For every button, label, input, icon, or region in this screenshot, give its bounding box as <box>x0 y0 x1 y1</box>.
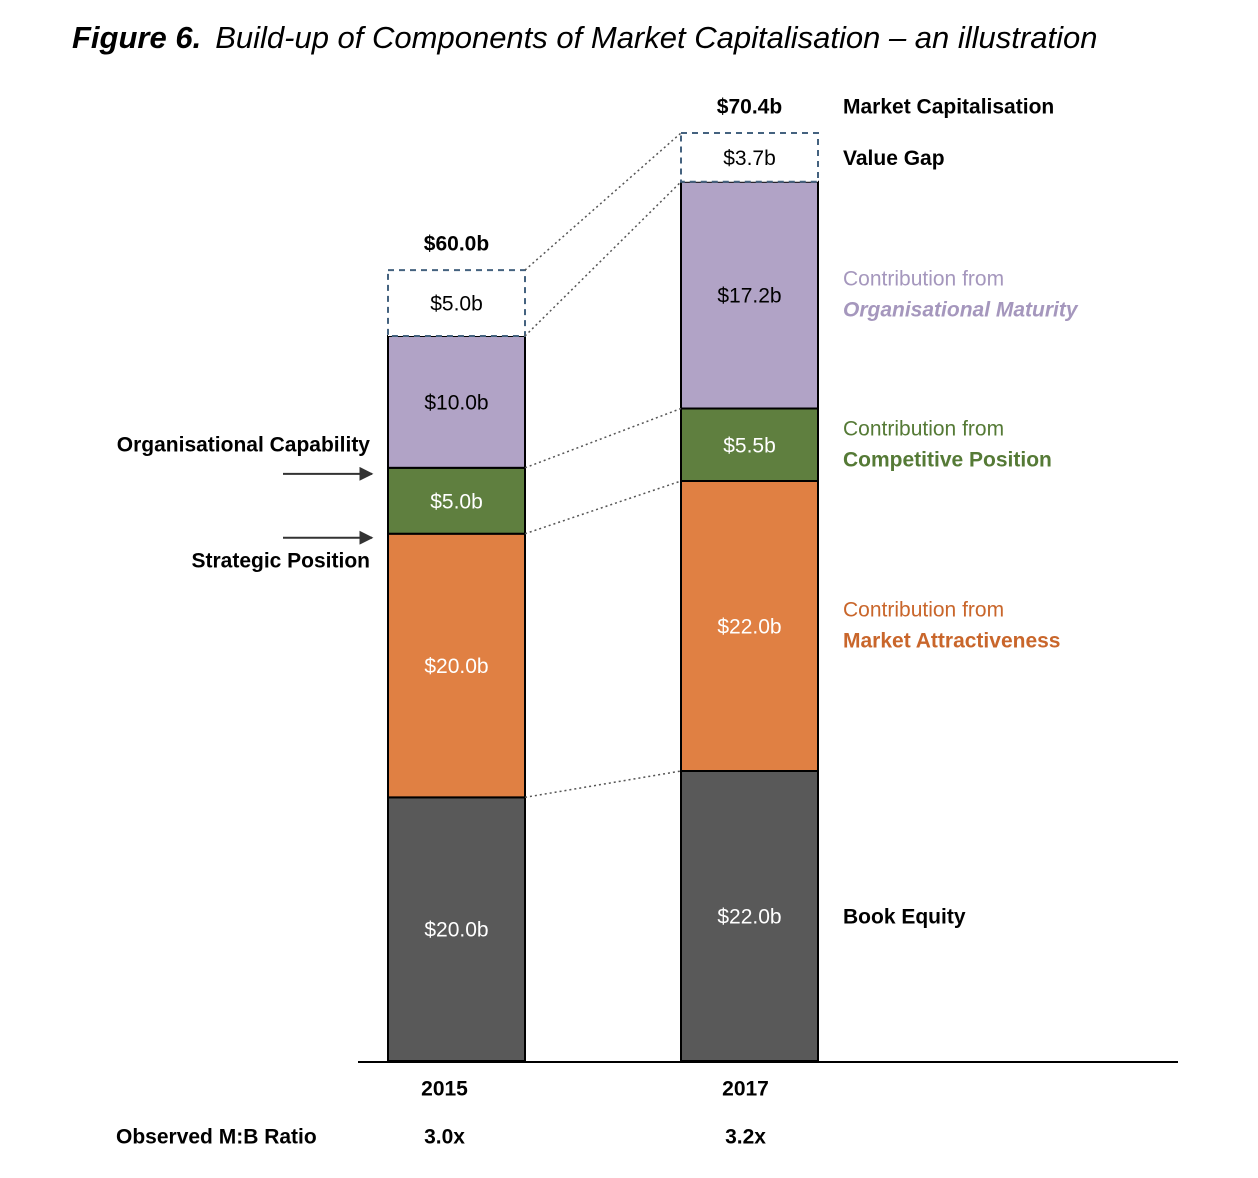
title-text: Build-up of Components of Market Capital… <box>215 20 1097 55</box>
connector <box>524 480 682 535</box>
connector <box>524 770 682 799</box>
bar-segment <box>387 796 526 1062</box>
ratio-name: Observed M:B Ratio <box>116 1126 317 1149</box>
legend-prefix: Contribution from <box>843 268 1004 291</box>
value-label: $5.0b <box>430 490 483 513</box>
bar-segment <box>680 132 819 183</box>
bar-segment <box>680 770 819 1062</box>
bar-segment <box>387 532 526 799</box>
value-label: $22.0b <box>717 906 781 929</box>
legend-name: Organisational Maturity <box>843 299 1079 322</box>
legend-prefix: Contribution from <box>843 599 1004 622</box>
total-name: Market Capitalisation <box>843 96 1054 119</box>
legend-name: Competitive Position <box>843 448 1052 471</box>
value-label: $3.7b <box>723 147 776 170</box>
total-label: $60.0b <box>424 233 489 256</box>
value-label: $5.0b <box>430 293 483 316</box>
value-label: $20.0b <box>424 655 488 678</box>
ratio-label: 3.0x <box>424 1126 465 1149</box>
value-label: $10.0b <box>424 391 488 414</box>
bar-segment <box>387 269 526 337</box>
bar-segment <box>387 335 526 469</box>
legend-name: Market Attractiveness <box>843 630 1061 653</box>
legend-name: Book Equity <box>843 906 966 929</box>
connector <box>524 181 682 337</box>
legend-prefix: Contribution from <box>843 417 1004 440</box>
x-tick-label: 2017 <box>722 1078 769 1101</box>
value-label: $20.0b <box>424 919 488 942</box>
bar-segment <box>680 480 819 772</box>
legend-name: Value Gap <box>843 147 945 170</box>
chart-title: Figure 6. Build-up of Components of Marke… <box>72 20 1097 55</box>
total-label: $70.4b <box>717 96 782 119</box>
value-label: $17.2b <box>717 285 781 308</box>
connector <box>524 132 682 271</box>
annotation: Organisational Capability <box>117 433 371 456</box>
value-label: $5.5b <box>723 434 776 457</box>
title-prefix: Figure 6. <box>72 20 201 55</box>
annotation: Strategic Position <box>191 549 370 572</box>
connector <box>524 407 682 469</box>
ratio-label: 3.2x <box>725 1126 766 1149</box>
x-tick-label: 2015 <box>421 1078 468 1101</box>
value-label: $22.0b <box>717 616 781 639</box>
